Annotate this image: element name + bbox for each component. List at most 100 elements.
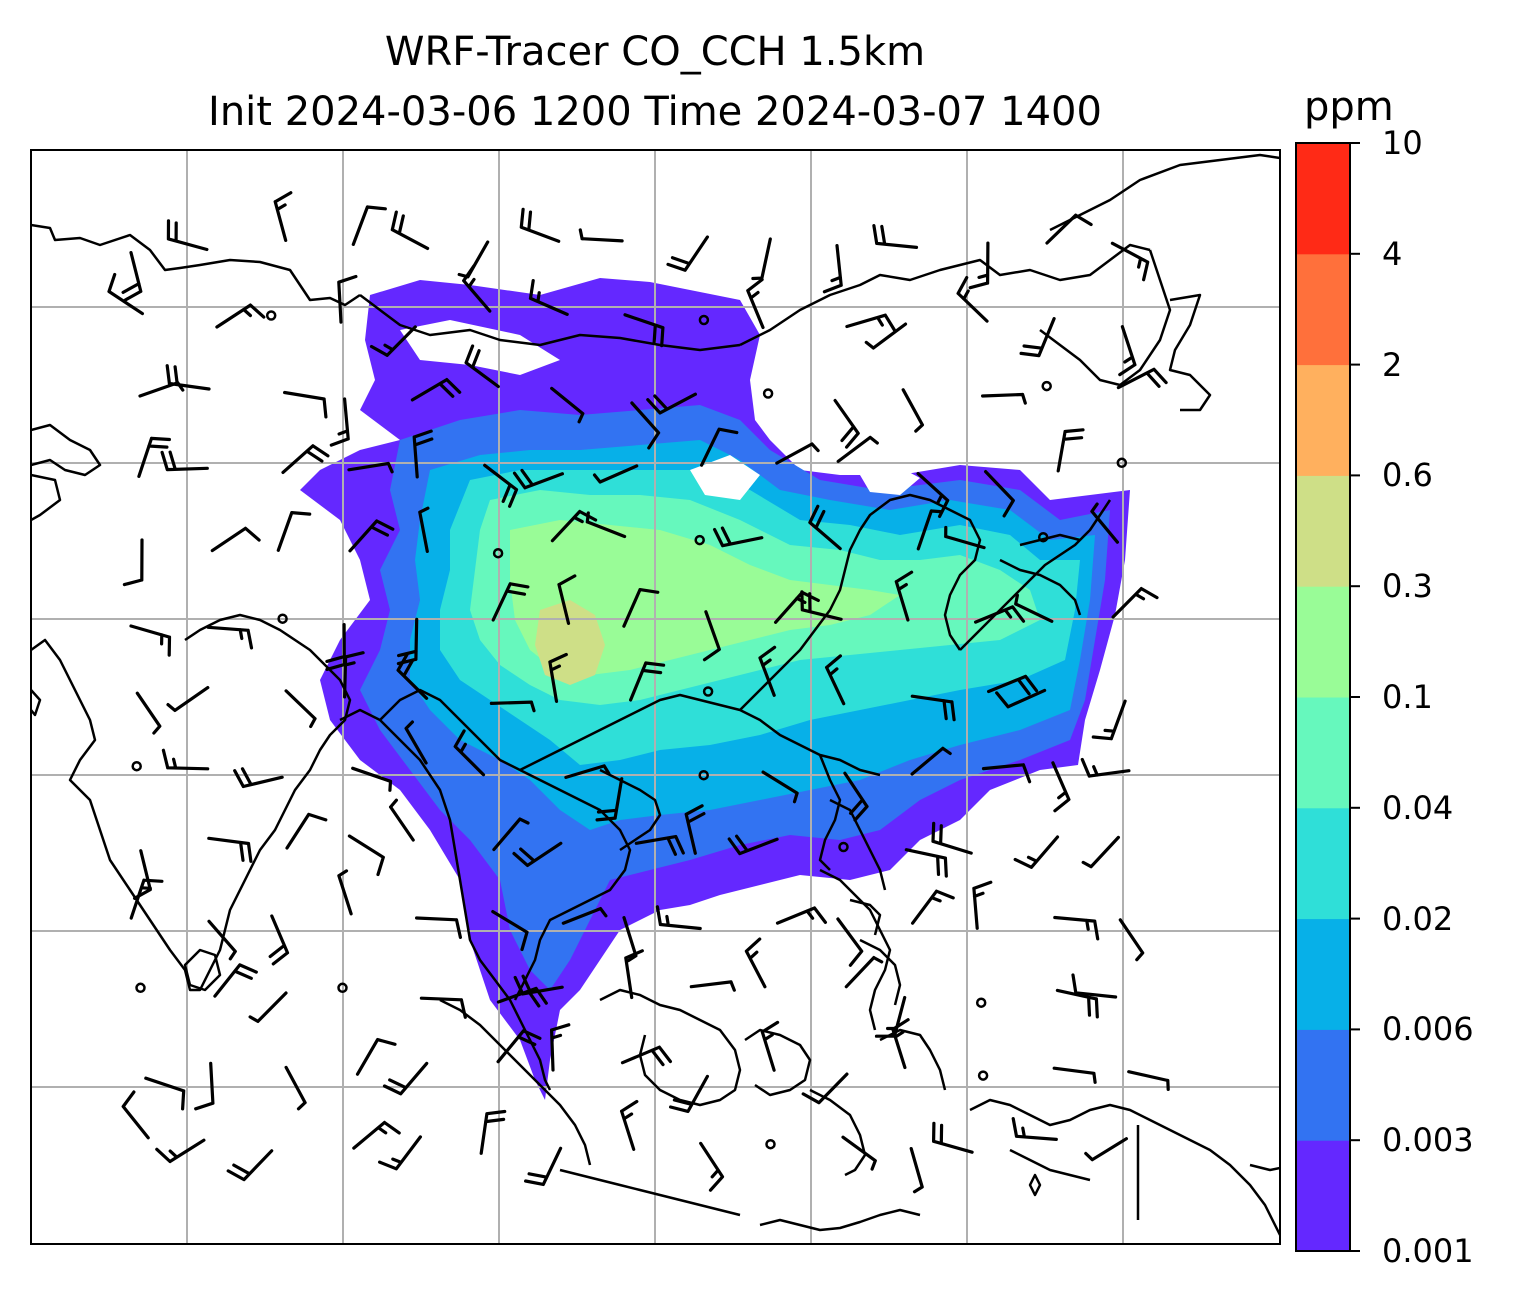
colorbar [1296, 142, 1360, 1252]
wind-barb [808, 504, 842, 551]
colorbar-segment [1296, 1029, 1350, 1141]
wind-barb [1011, 1117, 1058, 1141]
wind-barb [1013, 835, 1060, 869]
wind-barb [284, 1065, 307, 1111]
wind-barb [622, 916, 638, 963]
wind-barb [1110, 241, 1150, 282]
wind-barb [512, 468, 564, 490]
wind-barb [382, 1061, 429, 1096]
wind-barb [412, 429, 434, 479]
wind-barb [207, 919, 237, 961]
wind-barb [343, 651, 365, 699]
wind-barb [348, 519, 395, 553]
wind-barb [453, 729, 486, 777]
wind-barb [872, 224, 919, 249]
wind-barb [833, 398, 860, 449]
wind-barb [137, 436, 171, 478]
wind-barb [836, 435, 879, 463]
wind-barb [1071, 973, 1118, 999]
calm-marker [702, 686, 714, 697]
calm-marker [975, 997, 987, 1008]
calm-marker [277, 613, 288, 624]
wind-barb [561, 907, 608, 925]
wind-barb [404, 720, 428, 765]
wind-barb [144, 1076, 186, 1111]
colorbar-tick-label: 0.003 [1382, 1121, 1474, 1160]
wind-barb [623, 313, 665, 348]
wind-barb [213, 963, 258, 998]
wind-barb [911, 889, 955, 925]
wind-barb [825, 654, 846, 706]
wind-barb [702, 610, 721, 662]
wind-barb [337, 274, 358, 324]
wind-barb [931, 821, 973, 855]
colorbar-tick-label: 0.04 [1382, 788, 1454, 827]
wind-barb [528, 279, 569, 316]
wind-barb [751, 237, 772, 281]
calm-marker [265, 310, 277, 321]
calm-marker [1116, 457, 1128, 469]
wind-barb [684, 804, 706, 855]
wind-barb [622, 588, 660, 628]
wind-barb [910, 746, 952, 776]
wind-barb [800, 590, 843, 621]
wind-barb [207, 836, 253, 863]
wind-barb [135, 691, 162, 735]
wind-barb [901, 388, 924, 433]
wind-barb [995, 688, 1047, 709]
wind-barb [492, 817, 530, 852]
colorbar-segment [1296, 364, 1350, 476]
wind-barb [548, 652, 568, 703]
wind-barb [464, 344, 500, 389]
wind-barb [283, 390, 328, 419]
wind-barb [968, 241, 990, 290]
wind-barb [557, 574, 577, 625]
wind-barb [666, 235, 709, 272]
wind-barb [281, 444, 330, 474]
wind-barb [122, 538, 144, 587]
wind-barb [1084, 1137, 1128, 1162]
wind-barb [1019, 317, 1056, 358]
calm-marker [492, 547, 504, 559]
wind-barb [489, 700, 536, 713]
wind-barb [727, 834, 779, 856]
wind-barb [1081, 835, 1120, 869]
wind-barb [1118, 325, 1137, 377]
wind-barb [1014, 593, 1054, 623]
wind-barb [646, 392, 697, 415]
colorbar-tick-label: 0.1 [1382, 678, 1433, 716]
wind-barb [513, 974, 564, 996]
wind-barb [1116, 367, 1168, 390]
wind-barb [845, 313, 897, 333]
calm-marker [765, 1138, 776, 1150]
field-blank-c [690, 455, 760, 500]
wind-barb [801, 1072, 849, 1105]
wind-barb [624, 949, 644, 1000]
wind-barb [273, 191, 293, 242]
wind-barb [337, 869, 353, 916]
wind-barb [843, 771, 869, 822]
wind-barb [378, 1135, 422, 1171]
wind-barb [844, 956, 884, 989]
colorbar-units: ppm [1304, 84, 1394, 130]
wind-barb [479, 1109, 507, 1155]
coastlines [31, 153, 1280, 1236]
calm-marker [977, 1070, 989, 1081]
colorbar-tick-label: 2 [1382, 345, 1403, 384]
colorbar-segment [1296, 1140, 1350, 1252]
wind-barb [916, 509, 942, 551]
wind-barb [129, 624, 172, 657]
wind-barb [215, 303, 266, 329]
wind-barb [524, 1146, 563, 1186]
wind-barb [760, 1020, 780, 1072]
calm-marker [762, 388, 774, 399]
wind-barb [491, 910, 529, 952]
wind-barb [347, 834, 385, 877]
wind-barb [369, 325, 417, 357]
wind-barb [1052, 1066, 1097, 1084]
wind-barb [713, 526, 764, 548]
colorbar-frame [1295, 142, 1351, 1252]
wind-barb [981, 392, 1027, 405]
wind-barb [512, 841, 563, 867]
wind-barb [165, 364, 211, 391]
